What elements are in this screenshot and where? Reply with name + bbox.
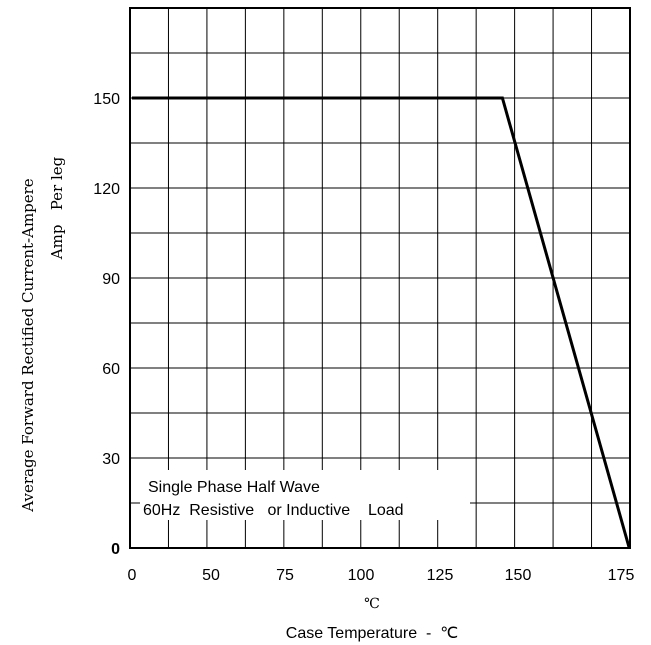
x-tick-label: 100 bbox=[348, 567, 375, 584]
x-tick-label: 50 bbox=[202, 567, 220, 584]
y-tick-label: 90 bbox=[102, 271, 120, 288]
x-tick-label: 75 bbox=[276, 567, 294, 584]
derating-curve bbox=[132, 96, 631, 549]
x-axis-unit: ℃ bbox=[364, 596, 380, 612]
y-tick-label: 150 bbox=[93, 91, 120, 108]
x-tick-label: 150 bbox=[505, 567, 532, 584]
x-tick-label: 0 bbox=[128, 567, 137, 584]
x-tick-label: 125 bbox=[427, 567, 454, 584]
y-axis-label-line-1: Average Forward Rectified Current-Ampere bbox=[19, 178, 37, 513]
x-axis-label: Case Temperature - ℃ bbox=[286, 625, 458, 642]
chart-grid bbox=[130, 8, 630, 548]
y-tick-label: 0 bbox=[111, 541, 120, 558]
y-axis-ticks: 0 30 60 90 120 150 bbox=[93, 91, 120, 558]
x-axis-ticks: 0 50 75 100 125 150 175 bbox=[128, 567, 635, 584]
annotation-line-2: 60Hz Resistive or Inductive Load bbox=[143, 502, 404, 519]
y-tick-label: 120 bbox=[93, 181, 120, 198]
y-tick-label: 60 bbox=[102, 361, 120, 378]
annotation-background bbox=[140, 470, 470, 520]
series-layer bbox=[132, 96, 631, 549]
plot-frame bbox=[129, 7, 631, 549]
y-axis-label-line-2: Amp Per leg bbox=[48, 156, 66, 260]
y-tick-label: 30 bbox=[102, 451, 120, 468]
annotation-line-1: Single Phase Half Wave bbox=[148, 479, 320, 496]
x-tick-label: 175 bbox=[608, 567, 635, 584]
